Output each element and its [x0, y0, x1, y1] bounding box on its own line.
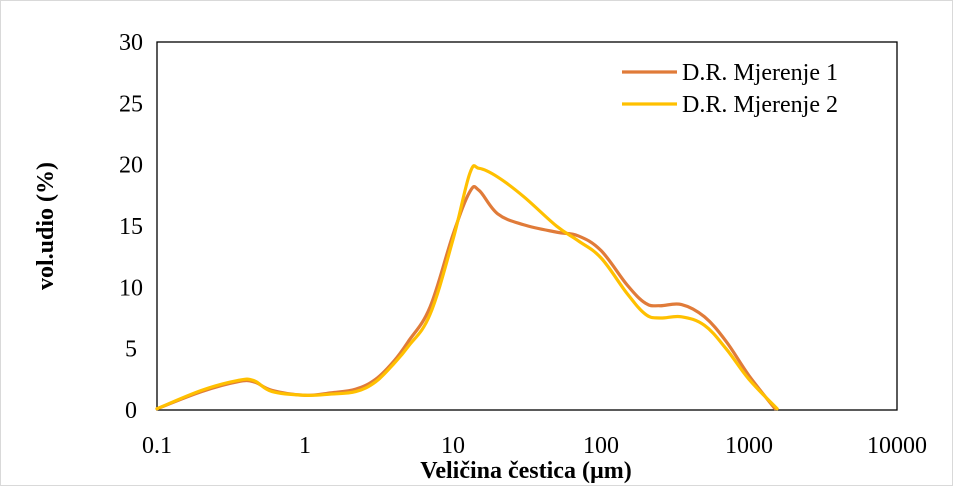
series-line-2 [155, 164, 779, 411]
x-tick-label: 100 [583, 433, 619, 459]
y-tick-label: 5 [125, 337, 137, 363]
legend-label-2: D.R. Mjerenje 2 [682, 92, 838, 118]
series-line-1 [155, 184, 777, 411]
x-tick-label: 10 [441, 433, 465, 459]
y-axis-ticks: 0 5 10 15 20 25 30 [119, 30, 143, 424]
x-axis-title: Veličina čestica (µm) [420, 458, 632, 484]
y-tick-label: 30 [119, 30, 143, 56]
y-tick-label: 0 [125, 398, 137, 424]
y-tick-label: 15 [119, 214, 143, 240]
legend-label-1: D.R. Mjerenje 1 [682, 60, 838, 86]
plot-area [156, 41, 898, 411]
y-tick-label: 25 [119, 91, 143, 117]
y-tick-label: 20 [119, 153, 143, 179]
y-axis-title: vol.udio (%) [33, 162, 59, 290]
x-tick-label: 1000 [725, 433, 773, 459]
legend: D.R. Mjerenje 1 D.R. Mjerenje 2 [622, 60, 838, 118]
x-tick-label: 10000 [867, 433, 927, 459]
series-lines [155, 164, 779, 411]
x-tick-label: 0.1 [142, 433, 172, 459]
x-axis-ticks: 0.1 1 10 100 1000 10000 [142, 433, 927, 459]
y-tick-label: 10 [119, 275, 143, 301]
x-tick-label: 1 [299, 433, 311, 459]
